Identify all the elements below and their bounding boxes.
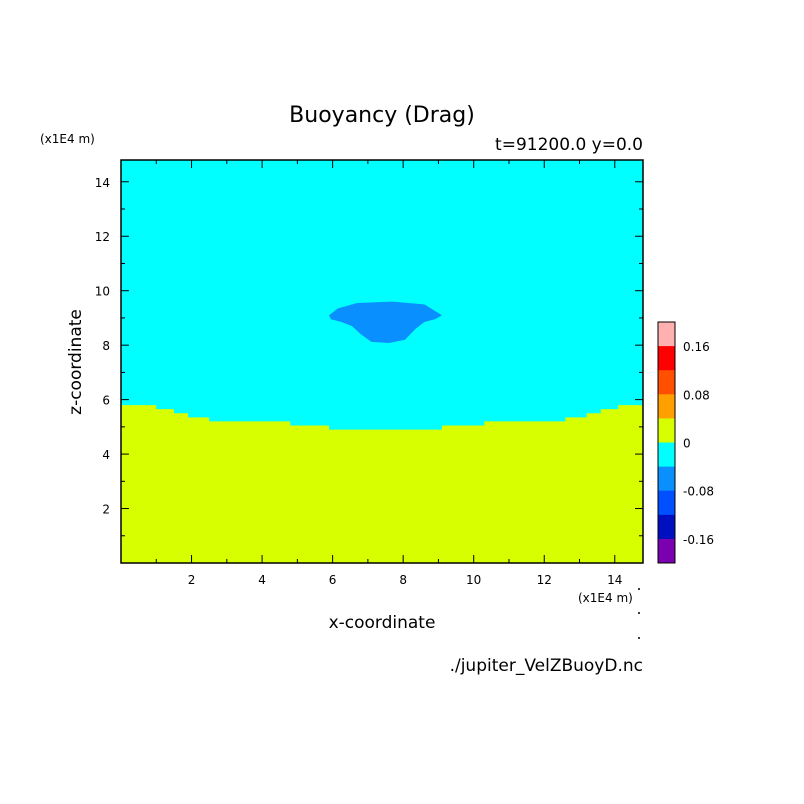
- colorbar-level: [658, 370, 675, 395]
- colorbar-frame: [657, 321, 676, 564]
- y-axis-label: z-coordinate: [66, 309, 86, 415]
- colorbar-level: [658, 538, 675, 564]
- plot-frame: [120, 159, 644, 564]
- x-tick-label: 10: [466, 573, 481, 587]
- y-tick-label: 12: [95, 230, 110, 244]
- plot-area: [120, 159, 644, 564]
- colorbar-level: [658, 322, 675, 347]
- colorbar-level: [658, 346, 675, 371]
- x-axis-label: x-coordinate: [329, 613, 436, 633]
- colorbar-level: [658, 514, 675, 540]
- colorbar-label: 0.08: [683, 388, 710, 402]
- colorbar-label: -0.08: [683, 485, 714, 499]
- y-tick-label: 10: [95, 285, 110, 299]
- x-tick-label: 8: [399, 573, 407, 587]
- unit-mark-dot: [638, 637, 640, 639]
- x-tick-label: 12: [537, 573, 552, 587]
- unit-mark-dot: [638, 588, 640, 590]
- x-axis-unit: (x1E4 m): [578, 591, 633, 605]
- colorbar-label: -0.16: [683, 533, 714, 547]
- colorbar-level: [658, 418, 675, 443]
- colorbar-level: [658, 466, 675, 492]
- unit-marks: [638, 588, 640, 639]
- lower-buoyancy-region: [121, 405, 643, 563]
- colorbar-label: 0.16: [683, 340, 710, 354]
- y-tick-label: 8: [102, 339, 110, 353]
- y-tick-label: 4: [102, 448, 110, 462]
- chart-subtitle: t=91200.0 y=0.0: [495, 135, 643, 155]
- chart-title: Buoyancy (Drag): [289, 103, 475, 128]
- y-tick-label: 6: [102, 394, 110, 408]
- source-file-label: ./jupiter_VelZBuoyD.nc: [450, 656, 643, 676]
- y-tick-label: 2: [102, 503, 110, 517]
- x-tick-label: 14: [607, 573, 622, 587]
- colorbar-level: [658, 442, 675, 468]
- y-tick-label: 14: [95, 176, 110, 190]
- axis-ticks: 2 4 6 8 10 12 14 2 4 6 8 10 12 14: [95, 160, 643, 587]
- colorbar-level: [658, 394, 675, 419]
- y-axis-unit: (x1E4 m): [40, 132, 95, 146]
- colorbar: 0.16 0.08 0 -0.08 -0.16: [657, 321, 714, 564]
- x-tick-label: 2: [188, 573, 196, 587]
- x-tick-label: 6: [329, 573, 337, 587]
- colorbar-label: 0: [683, 437, 691, 451]
- colorbar-level: [658, 490, 675, 516]
- x-tick-label: 4: [258, 573, 266, 587]
- negative-buoyancy-anomaly: [329, 301, 442, 343]
- unit-mark-dot: [638, 612, 640, 614]
